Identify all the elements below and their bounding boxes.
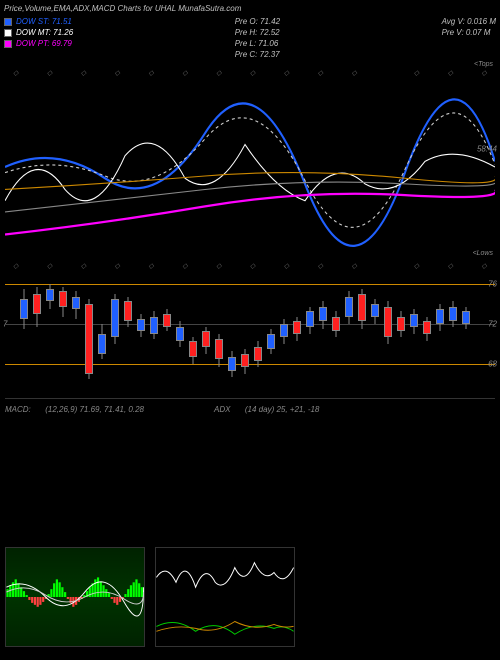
legend-st-label: DOW ST: 71.51 [16, 17, 72, 26]
chart-title: Price,Volume,EMA,ADX,MACD Charts for UHA… [0, 0, 500, 17]
avg-volume: Avg V: 0.016 M [442, 17, 496, 26]
price-label: 72 [488, 320, 497, 329]
macd-label: MACD: [0, 401, 36, 418]
legend-pt: DOW PT: 69.79 [4, 39, 73, 48]
legend-mt: DOW MT: 71.26 [4, 28, 73, 37]
legend-pt-box [4, 40, 12, 48]
ohlc-block: Pre O: 71.42 Pre H: 72.52 Pre L: 71.06 P… [235, 17, 280, 59]
legend-pt-label: DOW PT: 69.79 [16, 39, 72, 48]
legend-st-box [4, 18, 12, 26]
top-markers: ◇◇◇◇◇◇◇◇◇◇◇◇◇◇ [5, 69, 495, 77]
volume-block: Avg V: 0.016 M Pre V: 0.07 M [442, 17, 496, 59]
chart-header: DOW ST: 71.51 DOW MT: 71.26 DOW PT: 69.7… [0, 17, 500, 59]
legend-mt-box [4, 29, 12, 37]
price-58: 58.44 [477, 145, 497, 154]
legend-st: DOW ST: 71.51 [4, 17, 73, 26]
candlestick-chart: 7 767268 [5, 259, 495, 399]
indicator-panels [0, 547, 500, 647]
price-label: 76 [488, 280, 497, 289]
pre-volume: Pre V: 0.07 M [442, 28, 496, 37]
adx-panel [155, 547, 295, 647]
ema-price-chart: <Tops ◇◇◇◇◇◇◇◇◇◇◇◇◇◇ 58.44 ◇◇◇◇◇◇◇◇◇◇◇◇◇… [5, 69, 495, 249]
pre-high: Pre H: 72.52 [235, 28, 280, 37]
pre-open: Pre O: 71.42 [235, 17, 280, 26]
tops-label: <Tops [474, 61, 493, 68]
indicator-labels: MACD: (12,26,9) 71.69, 71.41, 0.28 ADX (… [0, 399, 500, 417]
legend-mt-label: DOW MT: 71.26 [16, 28, 73, 37]
legend-block: DOW ST: 71.51 DOW MT: 71.26 DOW PT: 69.7… [4, 17, 73, 59]
adx-params: (14 day) 25, +21, -18 [240, 401, 325, 418]
macd-params: (12,26,9) 71.69, 71.41, 0.28 [40, 401, 149, 418]
macd-panel [5, 547, 145, 647]
pre-low: Pre L: 71.06 [235, 39, 280, 48]
lows-label: <Lows [473, 250, 493, 257]
adx-label: ADX [209, 401, 235, 418]
price-label: 68 [488, 360, 497, 369]
pre-close: Pre C: 72.37 [235, 50, 280, 59]
